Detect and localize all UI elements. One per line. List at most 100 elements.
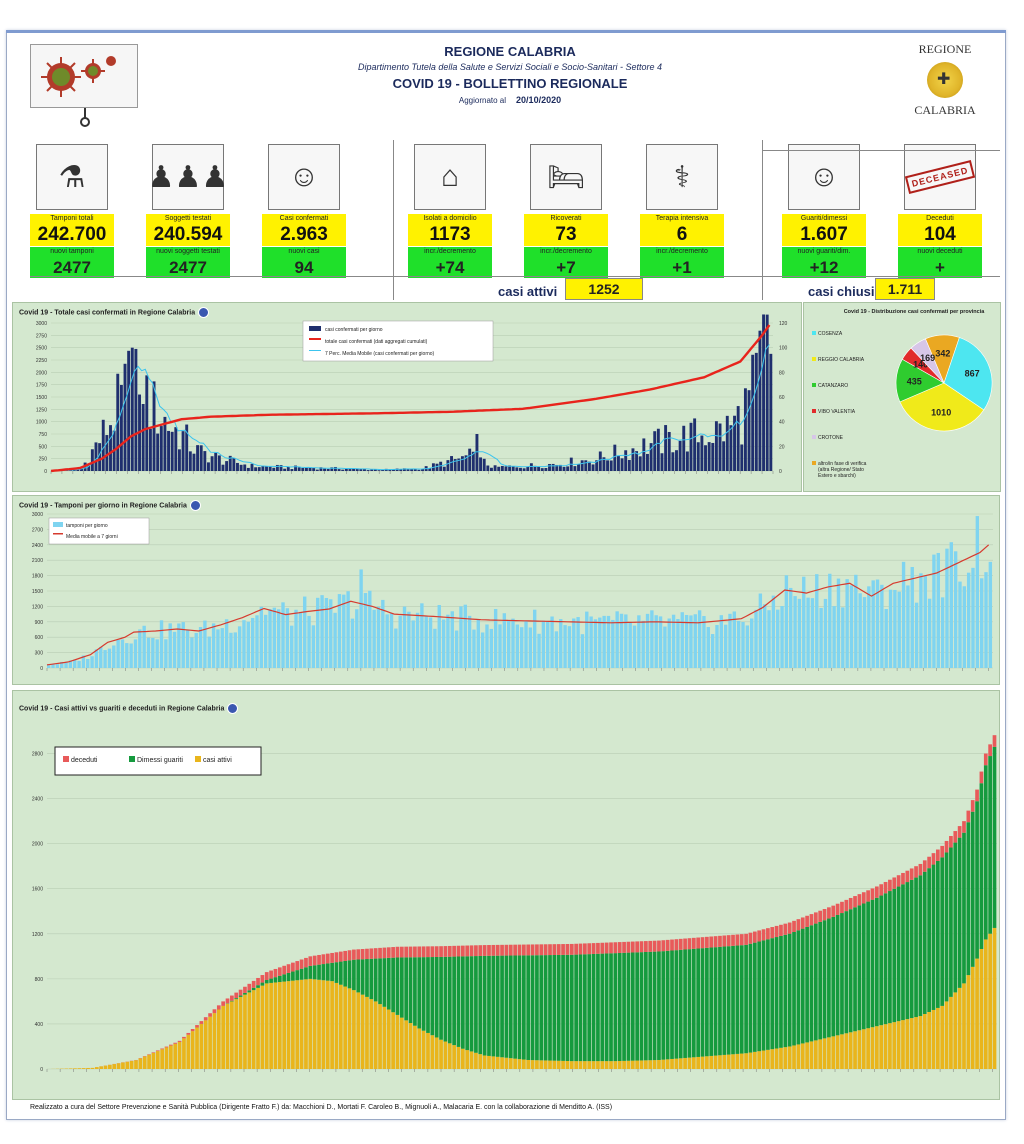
daily-test-bar bbox=[498, 624, 502, 668]
kpi-sub-label: incr./decremento bbox=[408, 247, 492, 257]
deceased-bar bbox=[944, 840, 949, 853]
recovered-bar bbox=[927, 868, 931, 1012]
active-cases-bar bbox=[103, 1065, 108, 1069]
daily-test-bar bbox=[181, 622, 185, 668]
daily-case-bar bbox=[410, 469, 414, 471]
daily-test-bar bbox=[697, 610, 702, 668]
active-cases-bar bbox=[142, 1056, 147, 1069]
y-tick-label: 2000 bbox=[36, 370, 47, 376]
active-cases-bar bbox=[535, 1060, 539, 1069]
daily-case-bar bbox=[696, 442, 700, 471]
recovered-bar bbox=[543, 955, 548, 1061]
pie-slice bbox=[899, 382, 985, 432]
daily-test-bar bbox=[897, 591, 901, 668]
province-pie-chart: Covid 19 - Distribuzione casi confermati… bbox=[812, 309, 993, 479]
recovered-bar bbox=[979, 783, 984, 950]
daily-case-bar bbox=[620, 458, 624, 471]
y-tick-label: 1200 bbox=[32, 604, 43, 610]
daily-test-bar bbox=[407, 611, 411, 668]
daily-test-bar bbox=[120, 639, 125, 668]
deceased-bar bbox=[970, 800, 975, 812]
active-cases-bar bbox=[604, 1061, 609, 1069]
recovered-bar bbox=[687, 949, 692, 1058]
recovered-bar bbox=[861, 903, 866, 1030]
active-cases-bar bbox=[630, 1060, 635, 1069]
legend-label: (altra Regione/ Stato bbox=[818, 467, 864, 473]
deceased-bar bbox=[421, 946, 426, 958]
y2-tick-label: 60 bbox=[779, 395, 785, 401]
closed-cases-value: 1.711 bbox=[875, 278, 935, 300]
active-cases-bar bbox=[617, 1061, 622, 1069]
recovered-bar bbox=[596, 953, 600, 1062]
daily-case-bar bbox=[304, 467, 308, 471]
legend-swatch bbox=[812, 357, 816, 361]
active-vs-recovered-chart: 0 400 800 1200 1600 2000 2400 2800 deceduti Dimes… bbox=[32, 735, 997, 1073]
deceased-bar bbox=[526, 944, 531, 956]
active-cases-bar bbox=[822, 1038, 827, 1069]
y-tick-label: 600 bbox=[35, 635, 44, 641]
active-cases-bar bbox=[818, 1039, 823, 1069]
deceased-bar bbox=[522, 944, 526, 956]
daily-test-bar bbox=[389, 613, 394, 668]
active-cases-bar bbox=[86, 1067, 90, 1069]
daily-test-bar bbox=[190, 637, 194, 668]
daily-case-bar bbox=[664, 425, 668, 471]
daily-case-bar bbox=[402, 468, 406, 471]
deceased-bar bbox=[766, 928, 770, 940]
active-cases-bar bbox=[813, 1040, 818, 1069]
recovered-bar bbox=[417, 957, 422, 1029]
daily-test-bar bbox=[749, 618, 754, 668]
y2-tick-label: 40 bbox=[779, 420, 785, 426]
y-tick-label: 900 bbox=[35, 620, 44, 626]
daily-case-bar bbox=[363, 469, 366, 471]
active-cases-bar bbox=[774, 1048, 779, 1069]
daily-case-bar bbox=[671, 452, 675, 471]
active-cases-bar bbox=[169, 1045, 173, 1069]
active-cases-bar bbox=[935, 1007, 940, 1069]
daily-case-bar bbox=[421, 468, 424, 471]
deceased-bar bbox=[543, 944, 548, 956]
active-cases-bar bbox=[622, 1060, 626, 1069]
daily-case-bar bbox=[635, 451, 639, 471]
daily-case-bar bbox=[119, 384, 123, 471]
deceased-bar bbox=[613, 942, 618, 954]
legend-label: casi confermati per giorno bbox=[325, 327, 383, 333]
y-tick-label: 2400 bbox=[32, 543, 43, 549]
daily-test-bar bbox=[520, 627, 524, 668]
active-cases-bar bbox=[347, 988, 352, 1069]
daily-test-bar bbox=[55, 664, 60, 668]
active-cases-bar bbox=[312, 979, 317, 1069]
daily-case-bar bbox=[515, 467, 519, 471]
deceased-bar bbox=[962, 821, 966, 833]
daily-test-bar bbox=[402, 606, 407, 668]
daily-case-bar bbox=[236, 462, 239, 471]
daily-test-bar bbox=[372, 609, 376, 668]
daily-test-bar bbox=[64, 662, 68, 668]
recovered-bar bbox=[282, 974, 287, 982]
confirmed-cases-panel: Covid 19 - Totale casi confermati in Reg… bbox=[12, 302, 802, 492]
recovered-bar bbox=[975, 801, 979, 959]
daily-case-bar bbox=[94, 442, 98, 471]
active-cases-bar bbox=[718, 1055, 722, 1069]
daily-test-bar bbox=[641, 620, 645, 668]
active-cases-bar bbox=[277, 982, 282, 1069]
daily-case-bar bbox=[221, 464, 225, 471]
active-cases-bar bbox=[225, 1003, 230, 1069]
recovered-bar bbox=[848, 909, 853, 1033]
deceased-bar bbox=[752, 931, 757, 943]
deceased-bar bbox=[273, 968, 278, 978]
daily-case-bar bbox=[627, 459, 631, 471]
daily-test-bar bbox=[945, 548, 949, 668]
recovered-bar bbox=[691, 948, 696, 1058]
recovered-bar bbox=[539, 955, 544, 1061]
active-cases-bar bbox=[460, 1048, 465, 1069]
deceased-bar bbox=[883, 881, 888, 894]
recovered-bar bbox=[452, 956, 456, 1046]
active-cases-bar bbox=[831, 1036, 836, 1069]
daily-test-bar bbox=[754, 609, 758, 668]
active-cases-bar bbox=[491, 1056, 496, 1069]
deceased-bar bbox=[574, 943, 578, 955]
recovered-bar bbox=[626, 952, 631, 1061]
active-cases-bar bbox=[661, 1059, 666, 1069]
daily-case-bar bbox=[90, 449, 94, 471]
